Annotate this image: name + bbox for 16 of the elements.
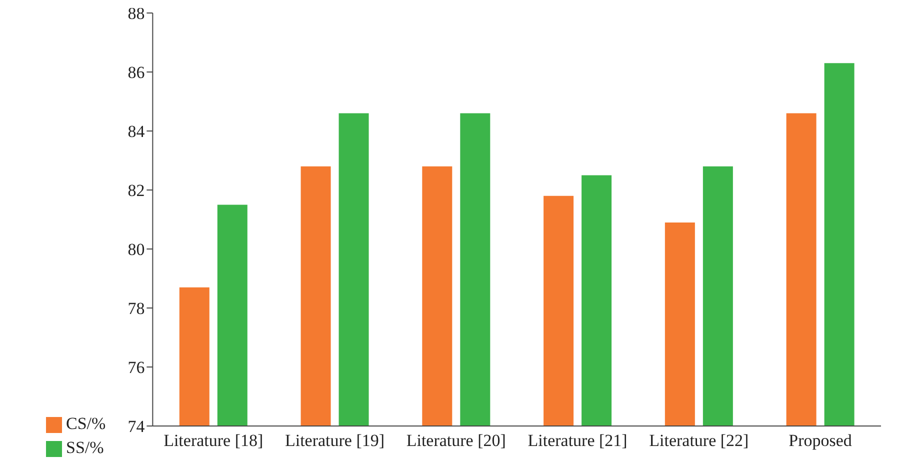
y-tick-label: 78: [128, 299, 145, 318]
y-tick-label: 76: [128, 358, 145, 378]
y-tick-label: 84: [128, 122, 146, 142]
x-tick-label: Literature [18]: [164, 431, 264, 450]
y-tick-label: 88: [128, 4, 145, 24]
legend-label: SS/%: [66, 438, 104, 457]
x-tick-label: Literature [19]: [284, 431, 385, 450]
x-tick-label: Literature [21]: [528, 431, 628, 450]
y-tick-label: 80: [128, 240, 145, 260]
y-tick-label: 74: [128, 417, 146, 436]
x-tick-label: Proposed: [788, 431, 852, 450]
x-tick-label: Literature [20]: [406, 431, 506, 450]
legend-label: CS/%: [66, 414, 106, 433]
y-tick-label: 86: [128, 63, 145, 82]
x-tick-label: Literature [22]: [649, 431, 749, 450]
y-tick-label: 82: [128, 181, 145, 200]
